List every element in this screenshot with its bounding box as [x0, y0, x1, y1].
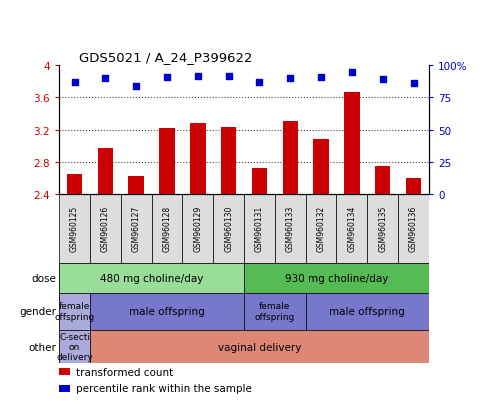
- Point: [163, 74, 171, 81]
- Bar: [59, 263, 244, 293]
- Bar: [213, 194, 244, 263]
- Bar: [244, 194, 275, 263]
- Bar: [336, 194, 367, 263]
- Text: GSM960130: GSM960130: [224, 206, 233, 252]
- Text: male offspring: male offspring: [329, 306, 405, 316]
- Bar: [59, 368, 70, 375]
- Bar: [90, 194, 121, 263]
- Bar: [98, 149, 113, 194]
- Bar: [282, 122, 298, 194]
- Text: GSM960134: GSM960134: [348, 206, 356, 252]
- Text: 930 mg choline/day: 930 mg choline/day: [285, 273, 388, 283]
- Text: percentile rank within the sample: percentile rank within the sample: [76, 384, 251, 394]
- Bar: [306, 194, 336, 263]
- Point: [255, 79, 263, 86]
- Text: female
offspring: female offspring: [255, 302, 295, 321]
- Point: [70, 79, 78, 86]
- Text: GSM960136: GSM960136: [409, 206, 418, 252]
- Point: [348, 69, 356, 76]
- Bar: [59, 330, 90, 363]
- Text: female
offspring: female offspring: [54, 302, 95, 321]
- Text: GSM960135: GSM960135: [378, 206, 387, 252]
- Text: 480 mg choline/day: 480 mg choline/day: [100, 273, 203, 283]
- Bar: [159, 128, 175, 194]
- Text: GSM960129: GSM960129: [193, 206, 202, 252]
- Point: [317, 74, 325, 81]
- Bar: [67, 174, 82, 194]
- Bar: [252, 169, 267, 194]
- Point: [286, 76, 294, 82]
- Text: transformed count: transformed count: [76, 367, 173, 377]
- Text: vaginal delivery: vaginal delivery: [218, 342, 301, 352]
- Bar: [121, 194, 152, 263]
- Text: other: other: [28, 342, 56, 352]
- Text: GSM960132: GSM960132: [317, 206, 325, 252]
- Text: C-secti
on
delivery: C-secti on delivery: [56, 332, 93, 361]
- Text: male offspring: male offspring: [129, 306, 205, 316]
- Text: gender: gender: [19, 306, 56, 316]
- Bar: [375, 166, 390, 194]
- Bar: [306, 293, 429, 330]
- Point: [410, 81, 418, 87]
- Bar: [90, 293, 244, 330]
- Point: [102, 76, 109, 82]
- Text: GSM960125: GSM960125: [70, 206, 79, 252]
- Bar: [59, 385, 70, 392]
- Bar: [59, 194, 90, 263]
- Bar: [221, 128, 236, 194]
- Text: GSM960131: GSM960131: [255, 206, 264, 252]
- Point: [132, 83, 140, 90]
- Bar: [59, 293, 90, 330]
- Bar: [314, 140, 329, 194]
- Bar: [129, 177, 144, 194]
- Bar: [244, 293, 306, 330]
- Text: GSM960126: GSM960126: [101, 206, 110, 252]
- Bar: [152, 194, 182, 263]
- Bar: [275, 194, 306, 263]
- Bar: [406, 178, 421, 194]
- Text: GSM960127: GSM960127: [132, 206, 141, 252]
- Text: dose: dose: [31, 273, 56, 283]
- Point: [225, 73, 233, 80]
- Bar: [190, 124, 206, 194]
- Text: GSM960128: GSM960128: [163, 206, 172, 252]
- Text: GDS5021 / A_24_P399622: GDS5021 / A_24_P399622: [79, 51, 252, 64]
- Point: [379, 77, 387, 83]
- Bar: [344, 93, 359, 194]
- Bar: [398, 194, 429, 263]
- Point: [194, 73, 202, 80]
- Bar: [367, 194, 398, 263]
- Bar: [182, 194, 213, 263]
- Bar: [244, 263, 429, 293]
- Text: GSM960133: GSM960133: [286, 206, 295, 252]
